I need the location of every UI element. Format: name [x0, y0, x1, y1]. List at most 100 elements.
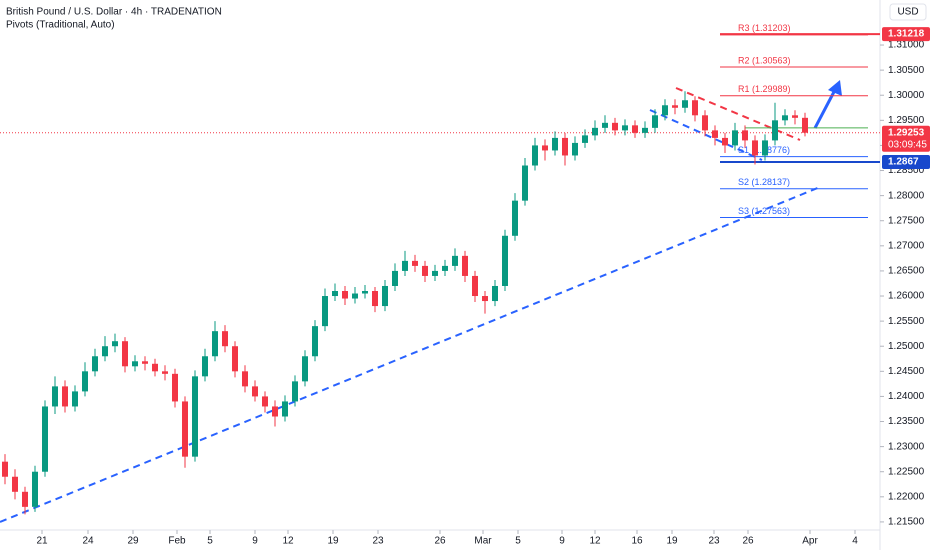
candle-body	[422, 265, 428, 276]
currency[interactable]: USD	[897, 7, 918, 18]
candle-body	[602, 122, 608, 128]
candle-body	[252, 386, 258, 397]
candle-body	[542, 145, 548, 151]
price-badge	[882, 125, 930, 152]
candle-body	[332, 291, 338, 297]
candle-body	[402, 260, 408, 271]
y-tick-label: 1.30500	[888, 65, 925, 76]
y-tick-label: 1.24500	[888, 366, 925, 377]
candle-body	[22, 491, 28, 507]
drawings	[0, 80, 842, 523]
candle-body	[662, 105, 668, 116]
x-tick-label: 21	[36, 536, 48, 547]
candle-body	[472, 275, 478, 297]
candle-body	[572, 142, 578, 156]
candle-body	[612, 122, 618, 131]
x-tick-label: 12	[589, 536, 601, 547]
x-tick-label: 5	[515, 536, 521, 547]
price-badge-label: 1.31218	[888, 29, 925, 40]
candle-body	[112, 341, 118, 347]
trendline	[0, 186, 821, 523]
candle-body	[182, 401, 188, 457]
price-badge-label: 1.29253	[888, 127, 925, 138]
chart-title: British Pound / U.S. Dollar · 4h · TRADE…	[6, 7, 222, 18]
candle-body	[142, 361, 148, 364]
candle-body	[562, 137, 568, 156]
x-tick-label: 29	[127, 536, 139, 547]
x-tick-label: 19	[327, 536, 339, 547]
candle-body	[152, 363, 158, 372]
candle-body	[292, 381, 298, 402]
x-tick-label: 26	[434, 536, 446, 547]
candle-body	[92, 356, 98, 372]
candle-body	[632, 125, 638, 133]
y-tick-label: 1.23500	[888, 416, 925, 427]
y-tick-label: 1.30000	[888, 90, 925, 101]
y-tick-label: 1.21500	[888, 517, 925, 528]
countdown: 03:09:45	[888, 139, 927, 150]
candle-body	[352, 293, 358, 299]
x-tick-label: 24	[82, 536, 94, 547]
candle-body	[102, 346, 108, 357]
candle-body	[802, 117, 808, 133]
channel-lower	[649, 109, 763, 161]
y-tick-label: 1.25500	[888, 316, 925, 327]
candle-body	[242, 371, 248, 387]
candle-body	[302, 356, 308, 382]
arrow-head	[828, 80, 842, 96]
candle-body	[412, 260, 418, 266]
candle-body	[752, 140, 758, 156]
candle-body	[432, 270, 438, 276]
y-tick-label: 1.26000	[888, 291, 925, 302]
pivot-label: R1 (1.29989)	[738, 84, 791, 94]
x-tick-label: 23	[372, 536, 384, 547]
candle-body	[522, 165, 528, 201]
y-tick-label: 1.24000	[888, 391, 925, 402]
candle-body	[792, 115, 798, 118]
price-badge	[882, 27, 930, 42]
indicator-label: Pivots (Traditional, Auto)	[6, 20, 115, 31]
x-tick-label: 9	[252, 536, 258, 547]
candle-body	[272, 406, 278, 417]
candle-body	[82, 371, 88, 392]
candle-body	[12, 476, 18, 492]
candle-body	[392, 270, 398, 286]
y-tick-label: 1.27000	[888, 240, 925, 251]
x-tick-label: 16	[631, 536, 643, 547]
price-badge	[882, 154, 930, 169]
y-tick-label: 1.28000	[888, 190, 925, 201]
candle-body	[682, 100, 688, 108]
y-tick-label: 1.22000	[888, 491, 925, 502]
candle-body	[202, 356, 208, 377]
x-tick-label: 9	[559, 536, 565, 547]
x-tick-label: 26	[742, 536, 754, 547]
candle-body	[482, 296, 488, 302]
y-tick-label: 1.26500	[888, 266, 925, 277]
candle-body	[262, 396, 268, 407]
candle-body	[732, 130, 738, 146]
candle-body	[382, 285, 388, 307]
price-badge-label: 1.2867	[888, 157, 919, 168]
candle-body	[712, 130, 718, 138]
candle-body	[42, 406, 48, 472]
candle-body	[552, 137, 558, 151]
candle-body	[492, 285, 498, 302]
pivot-label: S3 (1.27563)	[738, 206, 790, 216]
currency-box[interactable]	[889, 3, 927, 21]
x-tick-label: Feb	[168, 536, 186, 547]
candle-body	[452, 255, 458, 266]
arrow-shaft	[813, 87, 838, 129]
channel-upper	[675, 87, 801, 141]
candle-body	[192, 376, 198, 457]
candle-body	[72, 391, 78, 407]
candle-body	[372, 291, 378, 307]
candle-body	[2, 461, 8, 477]
candle-body	[172, 373, 178, 402]
candle-body	[362, 291, 368, 294]
candle-body	[642, 127, 648, 133]
y-tick-label: 1.27500	[888, 215, 925, 226]
candle-body	[672, 105, 678, 108]
candle-body	[592, 127, 598, 136]
x-tick-label: Mar	[474, 536, 492, 547]
candle-body	[532, 145, 538, 166]
